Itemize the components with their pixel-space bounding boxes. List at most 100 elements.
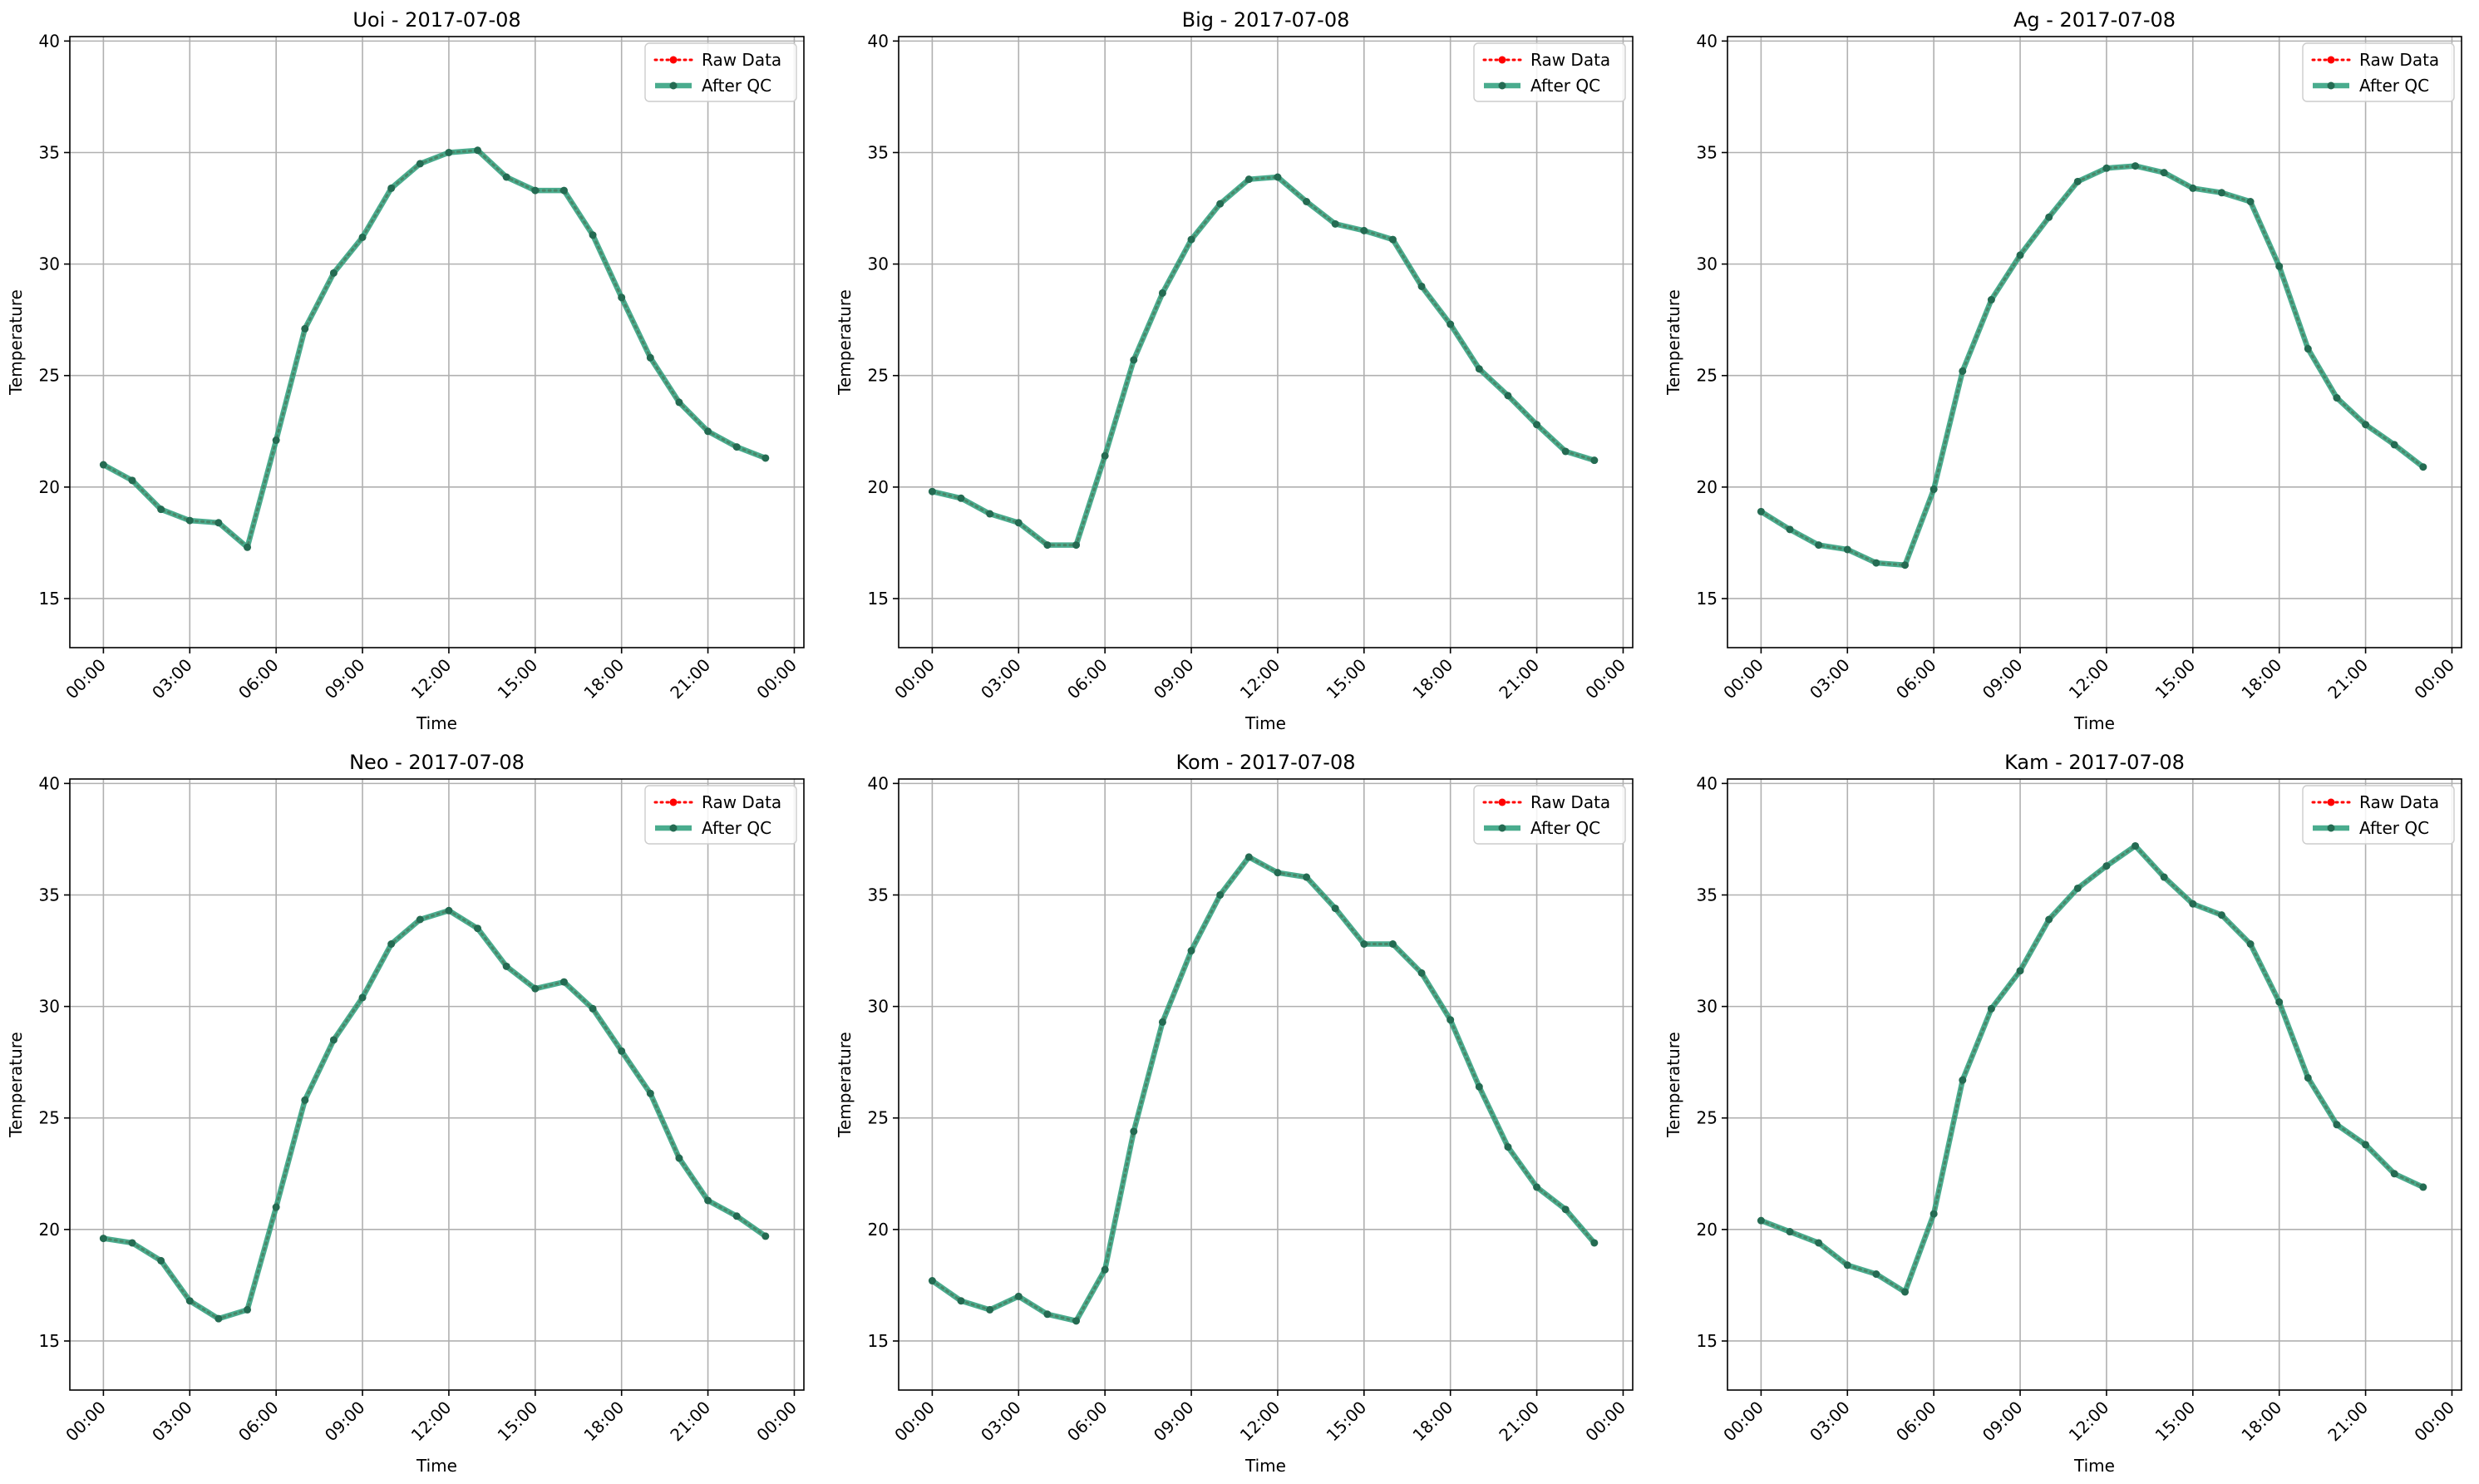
x-tick-label: 00:00 xyxy=(2410,655,2458,703)
after-qc-point xyxy=(1130,356,1138,364)
x-axis-label: Time xyxy=(1244,1456,1286,1476)
plot-frame xyxy=(1727,36,2462,648)
x-tick-label: 21:00 xyxy=(666,655,714,703)
y-tick-label: 30 xyxy=(39,997,60,1017)
y-tick-label: 40 xyxy=(39,31,60,51)
after-qc-point xyxy=(1446,320,1455,328)
after-qc-point xyxy=(1187,947,1195,955)
y-tick-label: 40 xyxy=(868,773,889,793)
x-tick-label: 03:00 xyxy=(148,1398,196,1446)
after-qc-point xyxy=(301,1096,309,1104)
y-tick-label: 30 xyxy=(868,254,889,274)
after-qc-point xyxy=(1504,392,1512,400)
x-tick-label: 03:00 xyxy=(148,655,196,703)
after-qc-point xyxy=(675,398,683,407)
after-qc-point xyxy=(1216,200,1225,208)
after-qc-point xyxy=(2217,189,2225,197)
after-qc-point xyxy=(1843,545,1851,554)
x-tick-label: 06:00 xyxy=(1063,655,1111,703)
after-qc-point xyxy=(986,510,994,518)
legend: Raw Data After QC xyxy=(644,785,797,845)
y-tick-label: 15 xyxy=(39,589,60,609)
legend-raw-marker xyxy=(669,798,678,806)
after-qc-point xyxy=(646,353,654,362)
x-tick-label: 15:00 xyxy=(1323,1398,1371,1446)
series-after-qc xyxy=(929,854,1598,1324)
after-qc-point xyxy=(1014,1292,1023,1300)
legend-label: After QC xyxy=(2359,76,2429,96)
after-qc-point xyxy=(1843,1261,1851,1270)
y-axis-label: Temperature xyxy=(1663,1032,1683,1138)
after-qc-point xyxy=(99,461,107,469)
after-qc-point xyxy=(1757,507,1765,515)
x-tick-label: 15:00 xyxy=(2151,655,2200,703)
x-tick-label: 18:00 xyxy=(2237,655,2285,703)
legend-raw-marker xyxy=(1498,56,1506,64)
y-tick-label: 35 xyxy=(1697,142,1718,162)
after-qc-point xyxy=(244,543,252,551)
after-qc-point xyxy=(1158,1018,1166,1026)
after-qc-point xyxy=(214,1314,223,1323)
x-tick-label: 06:00 xyxy=(1063,1398,1111,1446)
after-qc-point xyxy=(2045,213,2053,221)
x-axis-label: Time xyxy=(2073,1456,2115,1476)
after-qc-point xyxy=(2419,463,2427,471)
after-qc-point xyxy=(1274,869,1282,877)
after-qc-point xyxy=(1417,282,1426,290)
after-qc-point xyxy=(1303,198,1311,206)
y-axis-label: Temperature xyxy=(835,289,855,396)
after-qc-point xyxy=(502,173,510,181)
y-axis-label: Temperature xyxy=(1663,289,1683,396)
after-qc-point xyxy=(2189,184,2197,192)
after-qc-point xyxy=(2073,884,2082,892)
after-qc-point xyxy=(1303,873,1311,881)
x-tick-label: 00:00 xyxy=(1719,655,1767,703)
after-qc-point xyxy=(1072,1317,1081,1325)
x-tick-label: 06:00 xyxy=(234,1398,283,1446)
chart-title: Uoi - 2017-07-08 xyxy=(352,8,520,32)
after-qc-point xyxy=(761,454,770,462)
y-tick-label: 30 xyxy=(868,997,889,1017)
after-qc-point xyxy=(128,476,136,485)
x-tick-label: 00:00 xyxy=(2410,1398,2458,1446)
chart-panel: 15 20 25 30 35 40 00:00 03:00 06:00 09:00 12:00 15:… xyxy=(835,751,1634,1476)
after-qc-point xyxy=(1872,1270,1880,1279)
y-tick-label: 25 xyxy=(868,366,889,386)
after-qc-point xyxy=(618,1047,626,1055)
after-qc-point xyxy=(1244,175,1253,184)
plot-frame xyxy=(69,778,805,1391)
y-tick-label: 25 xyxy=(39,1108,60,1128)
after-qc-point xyxy=(531,984,540,993)
legend-label: Raw Data xyxy=(702,50,781,70)
after-qc-point xyxy=(1417,969,1426,977)
after-qc-point xyxy=(157,1256,165,1265)
after-qc-point xyxy=(2132,841,2140,850)
after-qc-point xyxy=(1331,905,1339,913)
y-tick-label: 15 xyxy=(868,1331,889,1351)
series-after-qc xyxy=(929,174,1598,548)
series-raw-data xyxy=(101,149,767,550)
y-tick-label: 15 xyxy=(39,1331,60,1351)
x-tick-label: 18:00 xyxy=(1408,655,1456,703)
chart-title: Big - 2017-07-08 xyxy=(1182,8,1350,32)
legend: Raw Data After QC xyxy=(1473,42,1626,102)
legend: Raw Data After QC xyxy=(1473,785,1626,845)
after-qc-point xyxy=(214,519,223,527)
after-qc-point xyxy=(2132,162,2140,170)
after-qc-point xyxy=(2102,862,2111,870)
after-qc-point xyxy=(2045,915,2053,924)
x-tick-label: 00:00 xyxy=(1581,1398,1629,1446)
x-tick-label: 00:00 xyxy=(752,1398,801,1446)
x-tick-label: 21:00 xyxy=(2324,1398,2372,1446)
chart-title: Kom - 2017-07-08 xyxy=(1176,751,1356,774)
x-tick-label: 00:00 xyxy=(752,655,801,703)
series-raw-data xyxy=(930,855,1596,1323)
x-tick-label: 00:00 xyxy=(890,655,939,703)
legend-after-qc-marker xyxy=(1498,81,1506,90)
y-tick-label: 30 xyxy=(1697,997,1718,1017)
y-tick-label: 20 xyxy=(39,1220,60,1240)
legend-raw-marker xyxy=(2327,56,2335,64)
after-qc-point xyxy=(618,293,626,302)
after-qc-point xyxy=(1014,519,1023,527)
after-qc-point xyxy=(1561,447,1570,456)
